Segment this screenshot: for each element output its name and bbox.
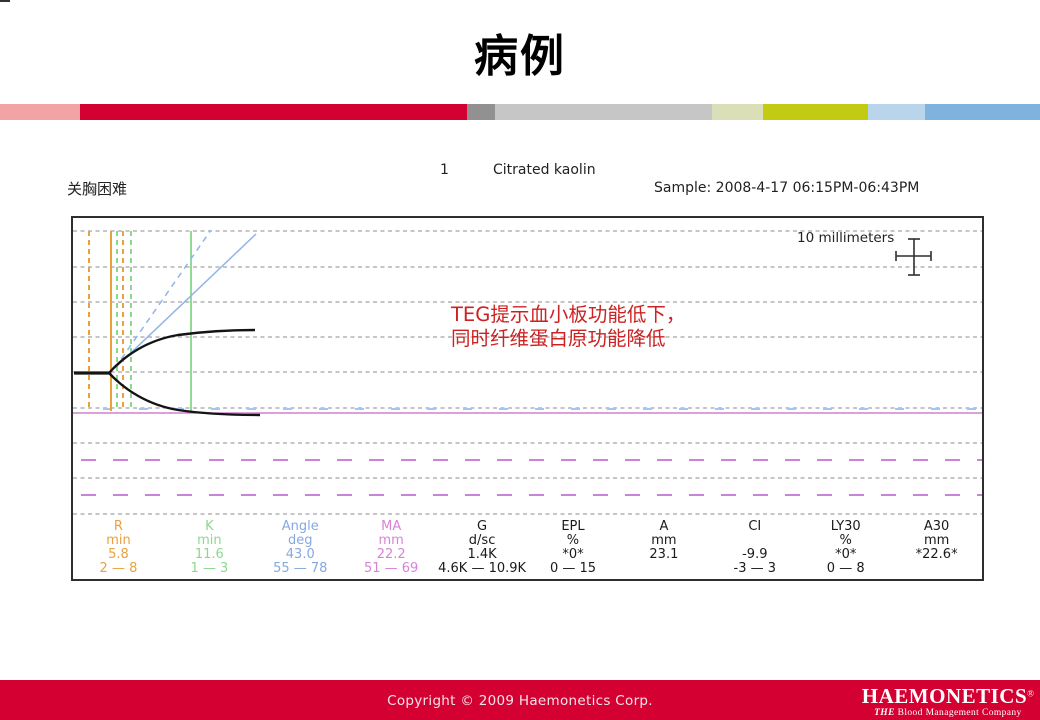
result-range [891, 562, 982, 576]
footer-bar: Copyright © 2009 Haemonetics Corp. HAEMO… [0, 680, 1040, 720]
color-band-segment-sage [712, 104, 763, 120]
logo-name: HAEMONETICS [861, 684, 1028, 708]
result-name: LY30 [830, 519, 861, 534]
minimize-dash-icon [0, 0, 10, 2]
result-range: 4.6K — 10.9K [438, 561, 527, 576]
registered-mark-icon: ® [1027, 688, 1034, 699]
result-name: EPL [561, 519, 585, 534]
result-column-angle: Angle deg 43.0 55 — 78 [255, 520, 346, 576]
assay-name: Citrated kaolin [493, 162, 596, 178]
result-unit: % [839, 533, 852, 548]
result-name: A [659, 519, 669, 534]
haemonetics-logo: HAEMONETICS® THE Blood Management Compan… [862, 686, 1034, 719]
result-unit: deg [288, 533, 313, 548]
result-name: MA [381, 519, 402, 534]
copyright-text: Copyright © 2009 Haemonetics Corp. [387, 693, 653, 709]
result-range: 0 — 15 [549, 561, 597, 576]
result-range: 51 — 69 [363, 561, 419, 576]
result-unit: % [566, 533, 580, 548]
page-title: 病例 [474, 31, 566, 82]
result-value: 1.4K [467, 547, 497, 562]
result-value: 22.2 [376, 547, 406, 562]
teg-trace [74, 328, 261, 417]
reference-lines [73, 229, 982, 496]
teg-chart: 10 millimeters TEG提示血小板功能低下， 同时纤维蛋白原功能降低… [71, 216, 984, 581]
result-range: 1 — 3 [190, 561, 229, 576]
result-range: 0 — 8 [826, 561, 865, 576]
result-unit: mm [378, 533, 404, 548]
result-unit: d/sc [468, 533, 496, 548]
teg-plot-svg [73, 229, 982, 515]
result-value: *0* [835, 547, 857, 562]
color-band-segment-salmon [0, 104, 80, 120]
patient-note: 关胸困难 [67, 180, 128, 198]
color-band-segment-steel-blue [925, 104, 1040, 120]
result-name: CI [748, 519, 762, 534]
gridlines [73, 230, 982, 515]
sample-label: Sample: 2008-4-17 06:15PM-06:43PM [654, 180, 920, 196]
result-value: 23.1 [649, 547, 679, 562]
result-name: Angle [281, 519, 319, 534]
color-band-segment-crimson [80, 104, 467, 120]
result-name: G [477, 519, 488, 534]
result-unit: mm [923, 533, 950, 548]
color-band-segment-pale-blue [868, 104, 925, 120]
tagline-the: THE [874, 708, 895, 718]
result-value: *22.6* [915, 547, 958, 562]
annotation-text: TEG提示血小板功能低下， 同时纤维蛋白原功能降低 [451, 303, 685, 351]
logo-tagline: THE Blood Management Company [862, 708, 1034, 719]
result-range [618, 562, 709, 576]
result-range: 2 — 8 [99, 561, 138, 576]
result-column-a30: A30 mm *22.6* [891, 520, 982, 576]
result-column-epl: EPL% *0* 0 — 15 [528, 520, 619, 576]
result-name: A30 [923, 519, 950, 534]
result-unit: mm [651, 533, 677, 548]
result-unit: min [106, 533, 131, 548]
color-band-segment-dark-gray [467, 104, 495, 120]
tagline-rest: Blood Management Company [894, 708, 1022, 718]
result-column-ma: MA mm 22.2 51 — 69 [346, 520, 437, 576]
result-range: -3 — 3 [733, 561, 777, 576]
result-column-ly30: LY30% *0* 0 — 8 [800, 520, 891, 576]
result-range: 55 — 78 [273, 561, 328, 576]
color-band-segment-light-gray [495, 104, 712, 120]
result-value: 11.6 [194, 547, 224, 562]
result-name: K [205, 519, 214, 534]
result-value: 43.0 [285, 547, 315, 562]
result-value: *0* [562, 547, 584, 562]
annotation-line-1: TEG提示血小板功能低下， [451, 303, 686, 326]
result-unit [709, 534, 800, 548]
annotation-line-2: 同时纤维蛋白原功能降低 [451, 327, 666, 350]
scale-label: 10 millimeters [797, 230, 895, 246]
result-name: R [113, 519, 123, 534]
color-band-segment-yellow-green [763, 104, 868, 120]
result-column-ci: CI -9.9 -3 — 3 [709, 520, 800, 576]
scale-marker-icon [895, 238, 932, 276]
result-unit: min [197, 533, 222, 548]
channel-number: 1 [440, 162, 449, 178]
result-value: 5.8 [108, 547, 129, 562]
result-value: -9.9 [742, 547, 768, 562]
color-band [0, 104, 1040, 120]
